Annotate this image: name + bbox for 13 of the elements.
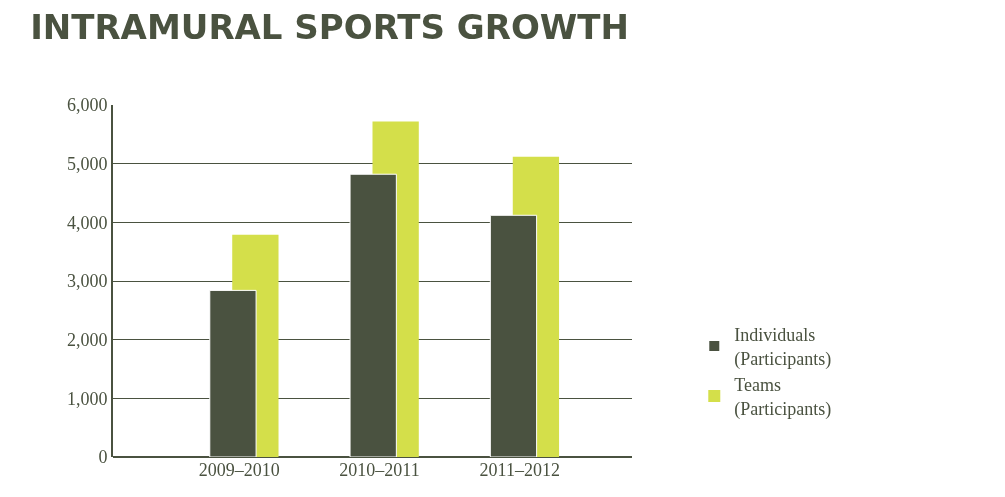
y-tick-label: 3,000 [66,271,108,292]
y-tick-label: 5,000 [66,153,108,174]
x-tick-label: 2011–2012 [479,460,560,480]
x-tick-label: 2009–2010 [198,460,280,480]
y-tick-label: 1,000 [66,388,108,409]
x-tick-label: 2010–2011 [339,460,420,480]
legend-label: Individuals (Participants) [734,325,832,370]
y-tick-label: 6,000 [66,95,108,116]
y-tick-label: 2,000 [66,329,108,350]
y-tick-label: 0 [98,447,108,468]
chart-title: INTRAMURAL SPORTS GROWTH [30,6,630,47]
y-tick-label: 4,000 [66,212,108,233]
legend-label: Teams (Participants) [734,375,832,420]
